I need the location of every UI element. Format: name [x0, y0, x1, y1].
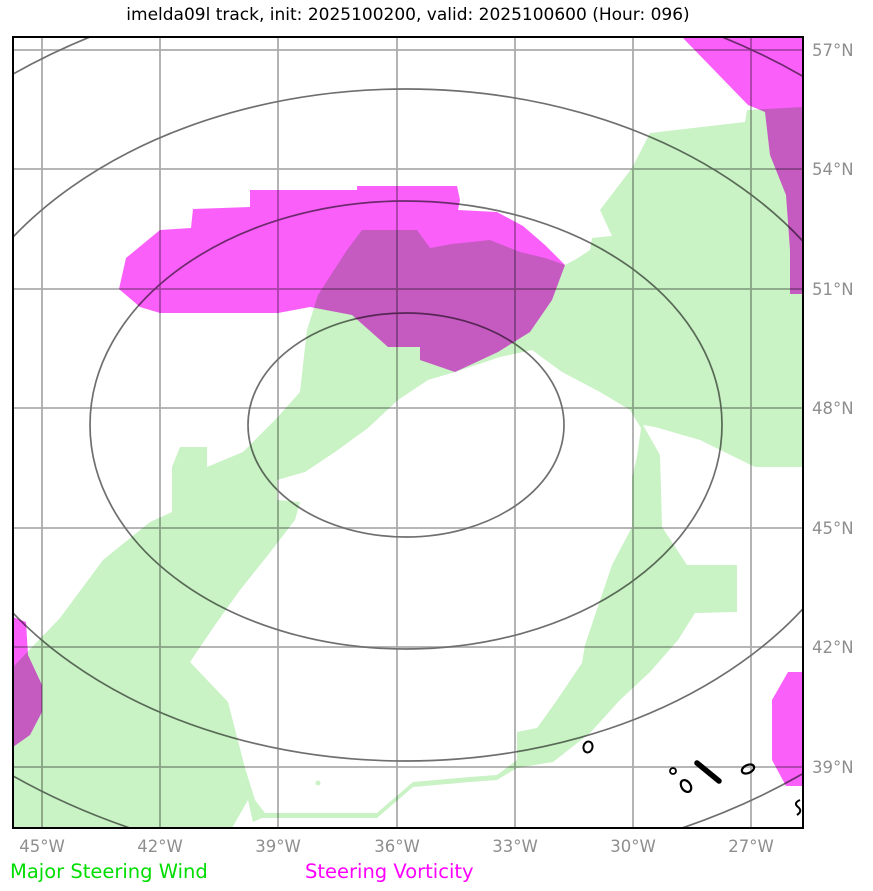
figure-title: imelda09l track, init: 2025100200, valid… — [126, 5, 689, 25]
legend-item-major-steering-wind: Major Steering Wind — [10, 860, 208, 883]
lon-tick-label: 39°W — [255, 837, 301, 856]
lat-tick-label: 57°N — [812, 41, 854, 60]
lon-tick-label: 45°W — [19, 837, 65, 856]
steering-vorticity-region-southeast — [772, 672, 803, 786]
lat-tick-label: 39°N — [812, 758, 854, 777]
lat-axis: 57°N 54°N 51°N 48°N 45°N 42°N 39°N — [812, 41, 854, 777]
lon-tick-label: 30°W — [610, 837, 656, 856]
lat-tick-label: 45°N — [812, 519, 854, 538]
steering-vorticity-region-northeast — [682, 37, 803, 294]
steering-vorticity-region-west-edge — [13, 617, 42, 747]
lon-tick-label: 42°W — [137, 837, 183, 856]
lon-tick-label: 27°W — [728, 837, 774, 856]
lat-tick-label: 48°N — [812, 399, 854, 418]
lon-tick-label: 36°W — [374, 837, 420, 856]
contour-dash-mark — [694, 760, 722, 784]
lon-tick-label: 33°W — [492, 837, 538, 856]
legend: Major Steering Wind Steering Vorticity — [10, 860, 474, 883]
lat-tick-label: 42°N — [812, 638, 854, 657]
steering-vorticity-region-central — [119, 186, 565, 372]
major-steering-wind-region — [13, 107, 803, 828]
lat-tick-label: 54°N — [812, 160, 854, 179]
major-steering-wind-speck — [315, 780, 321, 786]
legend-item-steering-vorticity: Steering Vorticity — [305, 860, 474, 883]
plot-border — [12, 36, 804, 829]
lat-tick-label: 51°N — [812, 280, 854, 299]
lon-axis: 45°W 42°W 39°W 36°W 33°W 30°W 27°W — [19, 837, 774, 856]
contour-zero-labels — [582, 740, 802, 816]
